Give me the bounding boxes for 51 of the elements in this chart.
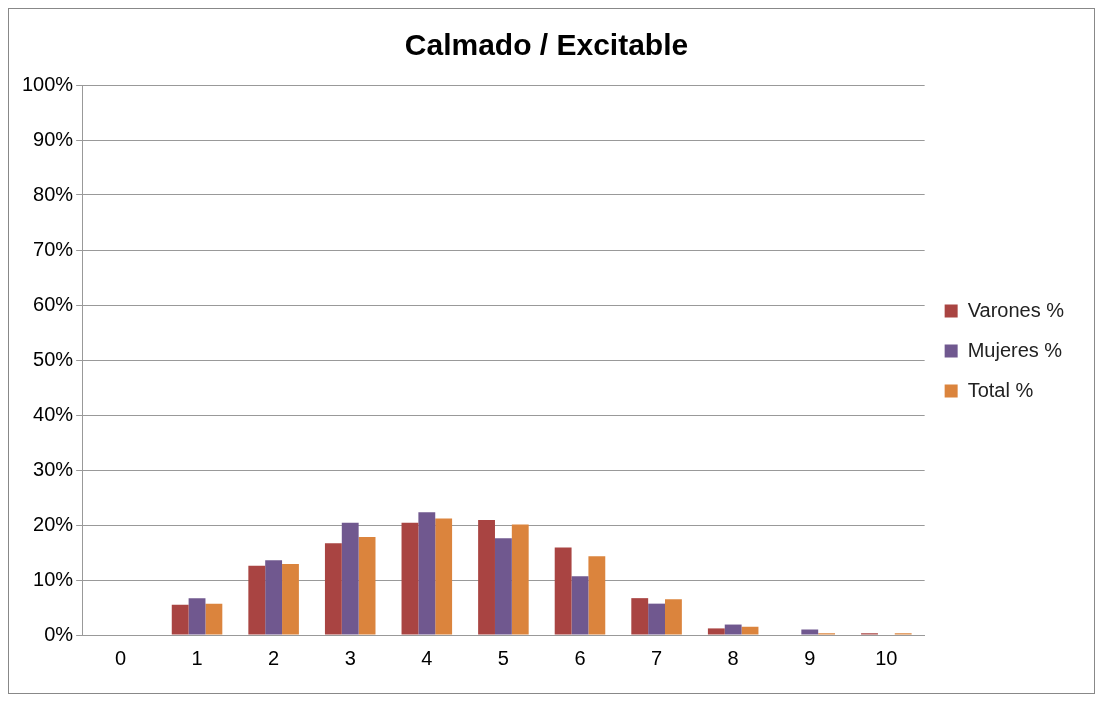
bar [478,520,495,635]
x-tick-label: 9 [804,646,816,669]
bar [707,628,725,635]
bar [554,547,572,635]
y-tick-label: 100% [22,72,74,95]
x-tick-label: 3 [344,646,356,669]
y-tick-label: 50% [33,347,74,370]
bar [401,522,419,635]
y-tick-label: 60% [33,292,74,315]
x-tick-label: 0 [114,646,127,669]
bar [435,518,453,635]
bar [724,624,742,635]
x-tick-label: 10 [875,646,898,669]
y-tick-label: 70% [33,237,74,260]
y-tick-label: 30% [33,457,74,480]
x-tick-label: 1 [191,646,203,669]
y-tick-label: 90% [33,127,74,150]
bar [511,524,529,635]
legend-label: Varones % [967,298,1065,321]
bar [171,604,189,635]
x-tick-label: 5 [497,646,509,669]
y-tick-label: 80% [33,182,74,205]
bar [631,598,649,635]
bar [741,626,759,635]
bar [588,556,606,635]
y-tick-label: 10% [33,567,74,590]
bar [494,538,512,635]
bar [265,560,283,635]
x-tick-label: 6 [574,646,586,669]
x-tick-label: 7 [651,646,663,669]
x-tick-label: 2 [268,646,280,669]
bar [282,564,299,635]
bar [418,512,436,635]
bar [341,522,359,635]
x-tick-label: 8 [727,646,739,669]
legend-label: Mujeres % [967,338,1063,361]
bar [648,603,666,635]
x-tick-label: 4 [421,646,433,669]
bar [665,599,682,635]
bar [248,565,266,635]
y-tick-label: 0% [44,622,74,645]
bar [188,598,206,635]
bar [205,603,223,635]
bar [801,629,819,635]
chart-title: Calmado / Excitable [404,28,689,62]
y-tick-label: 20% [33,512,74,535]
legend-label: Total % [967,378,1034,401]
bar [324,543,342,635]
bar [358,537,376,635]
bar [571,576,589,635]
y-tick-label: 40% [33,402,74,425]
